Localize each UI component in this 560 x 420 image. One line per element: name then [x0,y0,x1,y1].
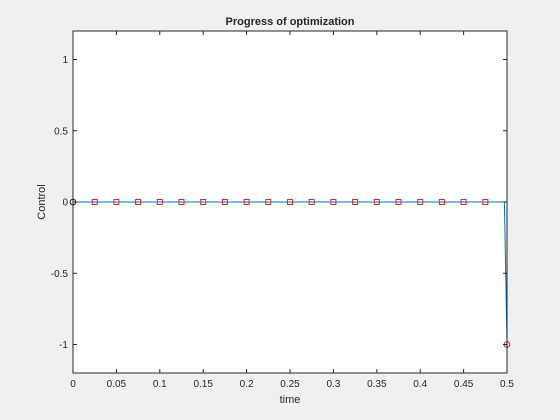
series-layer [73,201,508,345]
x-tick-label: 0.45 [454,379,474,390]
x-tick-label: 0.3 [326,379,340,390]
data-point-square [352,199,359,205]
data-point-square [438,199,445,205]
y-axis-label: Control [36,184,48,219]
data-point-square [243,199,250,205]
data-point-square [200,199,207,205]
x-tick-label: 0.15 [193,379,213,390]
data-point-square [417,199,424,205]
chart-title: Progress of optimization [226,16,355,28]
data-point-square [91,199,98,205]
series-line-0 [73,201,508,345]
y-tick-label: 1 [62,55,68,66]
x-tick-label: 0.35 [367,379,387,390]
data-point-square [308,199,315,205]
data-point-square [178,199,185,205]
data-point-square [330,199,337,205]
data-point-square [156,199,163,205]
x-tick-label: 0.05 [107,379,127,390]
y-tick-label: 0 [62,198,68,209]
data-point-square [265,199,272,205]
data-point-square [395,199,402,205]
data-point-square [460,199,467,205]
x-tick-label: 0.25 [280,379,300,390]
y-tick-label: -0.5 [51,269,69,280]
x-tick-label: 0.2 [240,379,254,390]
y-tick-label: 0.5 [54,126,68,137]
y-axis-ticks: -1 -0.5 0 0.5 1 [51,55,507,351]
x-tick-label: 0 [70,379,76,390]
x-tick-label: 0.5 [500,379,514,390]
data-point-square [113,199,120,205]
data-point-square [135,199,142,205]
data-point-square [221,199,228,205]
x-tick-label: 0.4 [413,379,427,390]
x-axis-ticks: 0 0.05 0.1 0.15 0.2 0.25 0.3 0.35 0.4 0.45 0.5 [70,31,514,390]
x-tick-label: 0.1 [153,379,167,390]
data-point-square [287,199,293,205]
data-point-square [373,199,380,205]
data-point-square [482,199,489,205]
x-axis-label: time [280,394,301,406]
y-tick-label: -1 [59,340,68,351]
